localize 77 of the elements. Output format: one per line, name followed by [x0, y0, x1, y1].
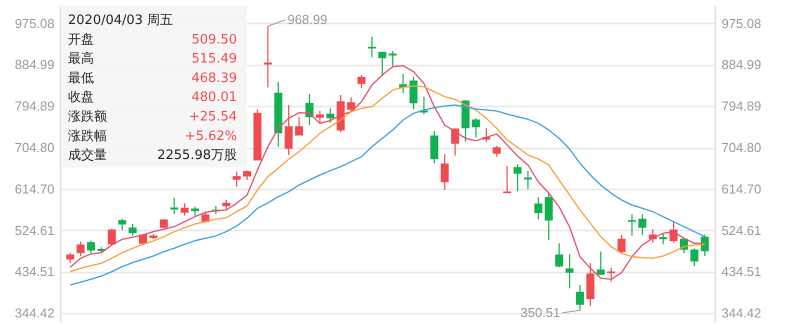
y2-tick-label: 434.51 [722, 264, 762, 280]
y-tick-label: 794.89 [14, 98, 54, 114]
annotation: 开盘 [68, 32, 94, 48]
y-tick-label: 704.80 [14, 140, 54, 156]
annotation: 最低 [68, 70, 94, 86]
candlestick [160, 218, 168, 229]
candlestick [410, 76, 418, 110]
annotation: 涨跌幅 [68, 128, 107, 144]
candlestick [87, 240, 96, 254]
candlestick [544, 192, 553, 241]
candlestick [128, 223, 137, 236]
candlestick [472, 118, 480, 138]
annotation: +25.54 [188, 110, 237, 124]
candlestick [347, 96, 356, 112]
candlestick [430, 130, 438, 164]
y2-tick-label: 524.61 [722, 222, 762, 238]
annotation: 涨跌额 [68, 110, 107, 124]
y-tick-label: 434.51 [14, 264, 54, 280]
annotation: 成交量 [68, 147, 107, 164]
annotation: 最高 [68, 50, 94, 67]
annotation: 350.51 [520, 304, 560, 320]
candlestick [576, 284, 584, 311]
candlestick [118, 218, 126, 231]
y-tick-label: 884.99 [14, 57, 54, 72]
candlestick [607, 267, 616, 282]
candlestick [326, 108, 334, 124]
y2-tick-label: 614.70 [722, 181, 762, 196]
y-tick-label: 344.42 [14, 306, 54, 321]
candlestick [451, 128, 460, 156]
candlestick [378, 52, 386, 77]
candlestick [368, 36, 376, 58]
candlestick [524, 170, 532, 190]
annotation: 515.49 [192, 52, 237, 67]
candlestick [628, 214, 636, 236]
annotation: 468.39 [192, 70, 237, 86]
candlestick [659, 232, 668, 245]
candlestick [514, 164, 522, 192]
annotation: 2255.98万股 [157, 148, 237, 164]
annotation: 968.99 [288, 12, 328, 27]
candlestick [191, 206, 200, 216]
candlestick [357, 74, 366, 89]
y2-tick-label: 344.42 [722, 306, 762, 321]
annotation: 509.50 [192, 32, 237, 48]
candlestick [222, 199, 230, 210]
candlestick [566, 254, 574, 289]
y2-tick-label: 884.99 [722, 57, 762, 72]
y-tick-label: 524.61 [14, 222, 54, 238]
candlestick [284, 104, 293, 156]
candlestick [596, 251, 605, 276]
candlestick [180, 202, 189, 216]
candlestick [503, 165, 512, 194]
candlestick [243, 170, 252, 181]
candlestick [316, 110, 324, 124]
candlestick [555, 242, 564, 268]
annotation: 收盘 [68, 90, 94, 106]
y2-tick-label: 794.89 [722, 98, 762, 114]
candlestick [232, 171, 241, 188]
candlestick [440, 153, 449, 191]
candlestick [76, 241, 85, 257]
annotation: 2020/04/03 周五 [68, 13, 174, 28]
candlestick [295, 116, 304, 136]
y-tick-label: 975.08 [14, 16, 54, 31]
annotation: 480.01 [192, 90, 237, 106]
y2-tick-label: 704.80 [722, 140, 762, 156]
candlestick [690, 248, 698, 267]
candlestick [388, 50, 397, 66]
annotation: +5.62% [184, 128, 237, 144]
candlestick [66, 252, 74, 264]
candlestick [492, 145, 501, 158]
y-tick-label: 614.70 [14, 181, 54, 196]
candlestick [108, 228, 116, 245]
candlestick [638, 214, 646, 236]
candlestick [534, 196, 542, 220]
candlestick [170, 197, 178, 215]
y2-tick-label: 975.08 [722, 16, 762, 31]
candlestick [618, 234, 626, 254]
candlestick [264, 26, 272, 88]
